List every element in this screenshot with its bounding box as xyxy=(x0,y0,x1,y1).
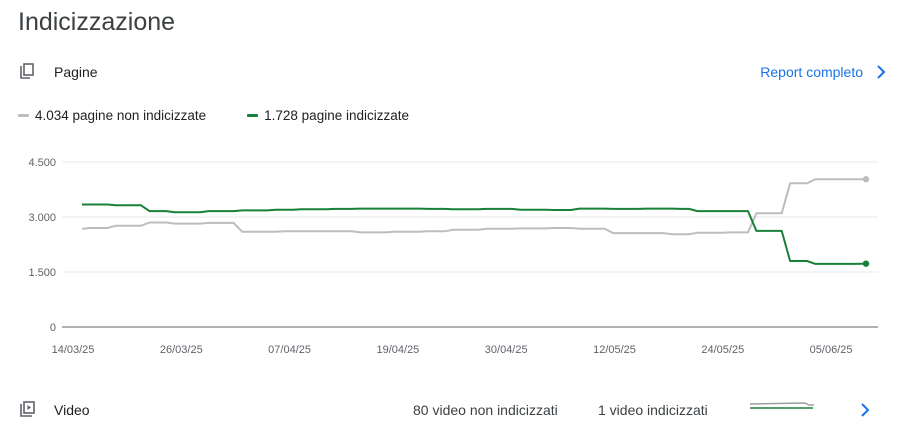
page-title: Indicizzazione xyxy=(18,8,176,36)
legend-swatch-indexed xyxy=(247,114,259,117)
legend-indexed[interactable]: 1.728 pagine indicizzate xyxy=(247,108,409,123)
video-sparkline xyxy=(749,402,814,409)
legend-not-indexed-label: 4.034 pagine non indicizzate xyxy=(35,108,207,123)
chart-legend: 4.034 pagine non indicizzate 1.728 pagin… xyxy=(18,108,450,123)
x-tick-label: 07/04/25 xyxy=(268,344,311,356)
series-line-indexed xyxy=(82,203,867,265)
video-indexed-count: 1 video indicizzati xyxy=(598,402,708,418)
legend-swatch-not-indexed xyxy=(18,114,29,117)
x-tick-label: 30/04/25 xyxy=(485,344,528,356)
y-tick-label: 1.500 xyxy=(28,267,56,279)
x-tick-label: 14/03/25 xyxy=(52,344,95,356)
series-endpoint-not_indexed xyxy=(862,176,870,183)
video-library-icon xyxy=(20,401,35,417)
x-tick-label: 26/03/25 xyxy=(160,344,203,356)
series-endpoint-indexed xyxy=(862,260,870,267)
legend-not-indexed[interactable]: 4.034 pagine non indicizzate xyxy=(18,108,206,123)
video-label: Video xyxy=(54,402,90,418)
pages-section-header: Pagine Report completo xyxy=(0,58,899,86)
y-tick-label: 3.000 xyxy=(28,212,56,224)
series-line-not_indexed xyxy=(81,178,866,236)
chevron-right-icon[interactable] xyxy=(860,403,870,417)
x-tick-label: 12/05/25 xyxy=(593,344,636,356)
x-tick-label: 24/05/25 xyxy=(701,344,744,356)
y-tick-label: 0 xyxy=(50,322,56,334)
video-not-indexed-count: 80 video non indicizzati xyxy=(413,402,558,418)
legend-indexed-label: 1.728 pagine indicizzate xyxy=(264,108,409,123)
video-section-row[interactable]: Video 80 video non indicizzati 1 video i… xyxy=(0,398,899,422)
pages-label: Pagine xyxy=(54,64,98,80)
y-tick-label: 4.500 xyxy=(28,157,56,169)
x-tick-label: 19/04/25 xyxy=(376,344,419,356)
chevron-right-icon[interactable] xyxy=(876,65,886,79)
copy-pages-icon xyxy=(20,63,34,79)
indexing-line-chart: 0 1.500 3.000 4.500 14/03/25 26/03/25 07/04/25… xyxy=(28,157,878,356)
x-tick-label: 05/06/25 xyxy=(810,344,853,356)
full-report-link[interactable]: Report completo xyxy=(760,64,863,80)
